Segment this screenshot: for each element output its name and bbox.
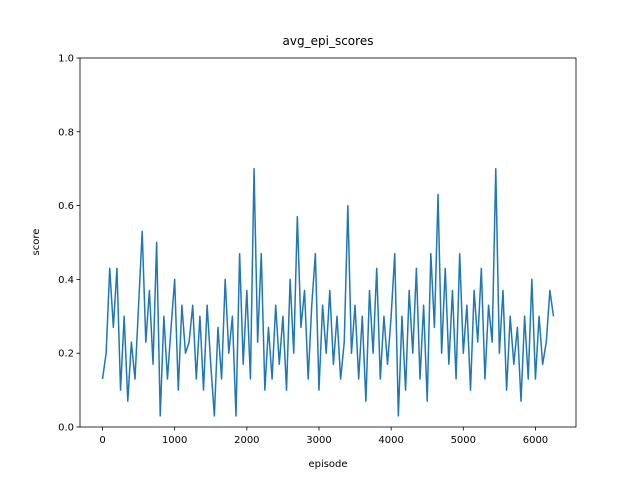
plot-frame [79, 57, 577, 428]
x-tick-label: 3000 [306, 435, 331, 446]
y-tick-label: 0.6 [58, 201, 74, 212]
y-axis-label: score [31, 229, 42, 256]
x-tick-label: 5000 [451, 435, 476, 446]
y-tick-label: 0.4 [58, 275, 74, 286]
y-tick-label: 1.0 [58, 54, 74, 65]
x-tick-label: 4000 [378, 435, 403, 446]
x-tick-label: 1000 [162, 435, 187, 446]
x-tick-label: 6000 [523, 435, 548, 446]
chart-title: avg_epi_scores [283, 34, 374, 48]
y-tick-label: 0.0 [58, 423, 74, 434]
y-tick-label: 0.8 [58, 127, 74, 138]
x-tick-label: 2000 [234, 435, 259, 446]
y-tick-label: 0.2 [58, 349, 74, 360]
data-line [101, 167, 555, 417]
x-tick-label: 0 [99, 435, 105, 446]
x-axis-label: episode [308, 459, 347, 470]
